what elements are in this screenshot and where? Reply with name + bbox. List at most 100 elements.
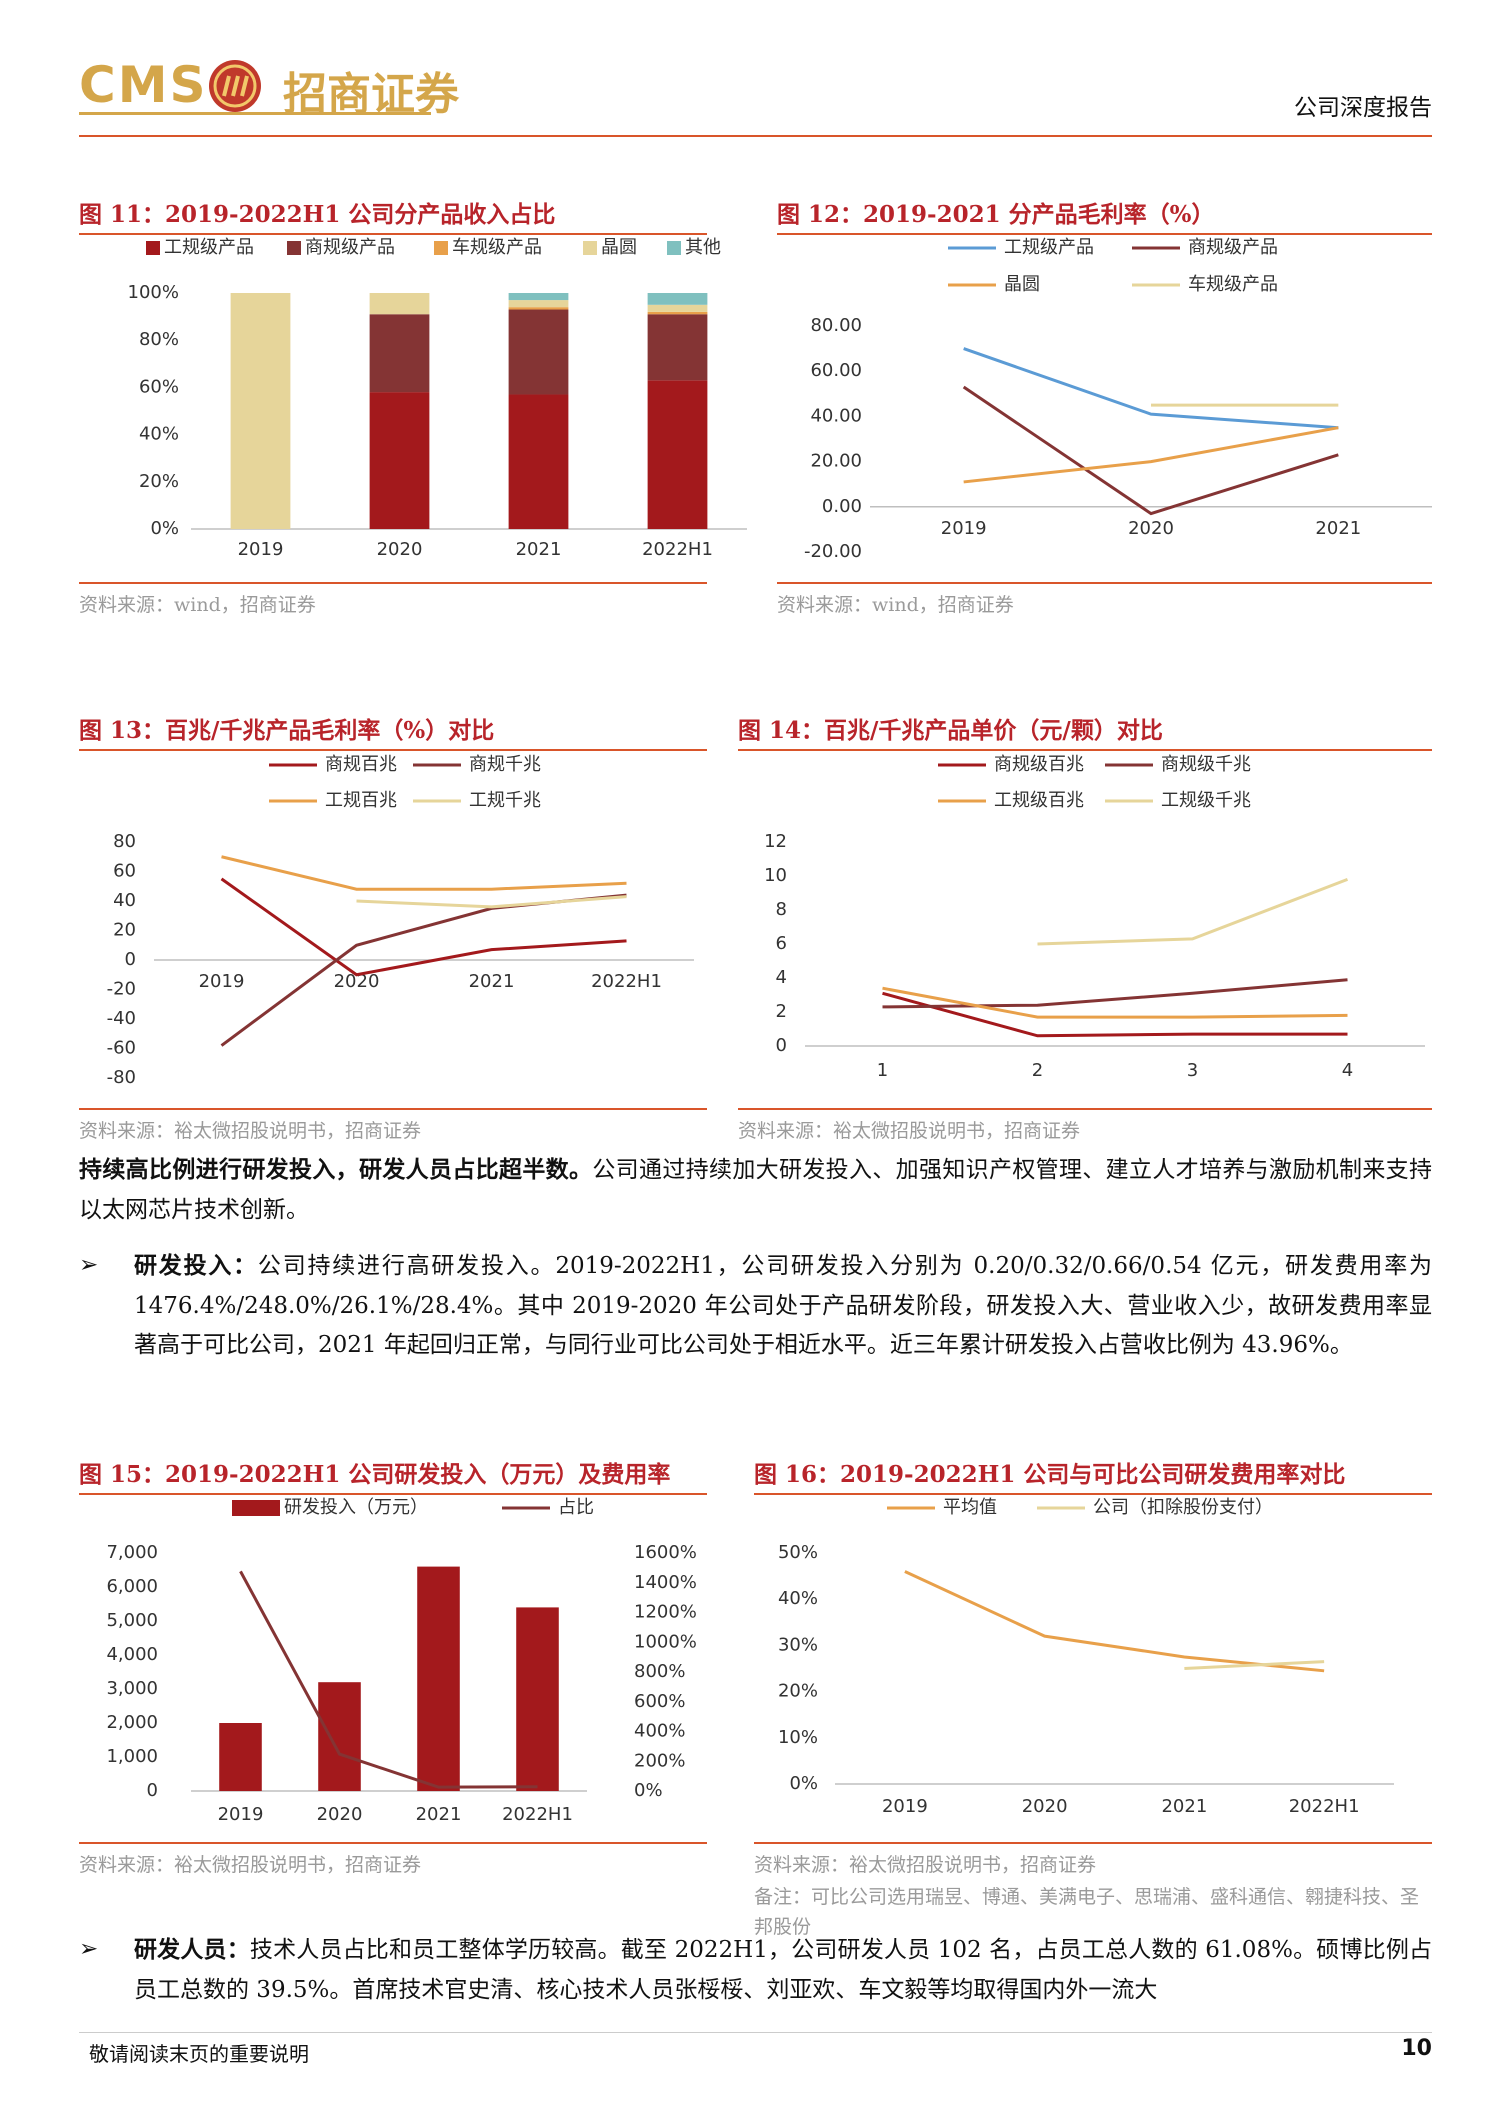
line — [882, 986, 1348, 1019]
bar — [508, 300, 569, 308]
x-tick-label: 2020 — [317, 1804, 363, 1825]
bar — [369, 392, 430, 529]
y-tick-label: 5,000 — [106, 1610, 158, 1631]
bar — [647, 311, 708, 315]
bar — [369, 314, 430, 393]
figure-title: 图 16：2019-2022H1 公司与可比公司研发费用率对比 — [754, 1455, 1432, 1495]
y-tick-label: 20% — [778, 1681, 818, 1702]
y2-tick-label: 600% — [634, 1691, 685, 1712]
legend-label: 工规级产品 — [164, 237, 254, 258]
legend-label: 工规级千兆 — [1161, 790, 1251, 811]
figure-title: 图 14：百兆/千兆产品单价（元/颗）对比 — [738, 711, 1432, 751]
bar — [508, 309, 569, 395]
legend-swatch — [146, 241, 160, 255]
y-tick-label: 2 — [776, 1001, 787, 1022]
y-tick-label: 2,000 — [106, 1712, 158, 1733]
y2-tick-label: 0% — [634, 1780, 663, 1801]
bullet: 研发投入：公司持续进行高研发投入。2019-2022H1，公司研发投入分别为 0… — [134, 1246, 1432, 1366]
x-tick-label: 2022H1 — [1289, 1796, 1360, 1817]
legend-label: 晶圆 — [1004, 274, 1040, 295]
figure-title: 图 11：2019-2022H1 公司分产品收入占比 — [79, 195, 707, 235]
line — [239, 1570, 538, 1789]
y-tick-label: 40% — [778, 1588, 818, 1609]
x-tick-label: 3 — [1187, 1060, 1198, 1081]
line — [356, 895, 627, 909]
figure-source: 资料来源：裕太微招股说明书，招商证券 — [738, 1108, 1432, 1143]
x-tick-label: 2019 — [199, 971, 245, 992]
line — [1184, 1660, 1325, 1670]
bullet-lead: 研发投入： — [134, 1252, 258, 1279]
bar — [647, 314, 708, 381]
figure-title: 图 15：2019-2022H1 公司研发投入（万元）及费用率 — [79, 1455, 707, 1495]
bullet-text: 公司持续进行高研发投入。2019-2022H1，公司研发投入分别为 0.20/0… — [134, 1253, 1432, 1358]
bar — [647, 293, 708, 305]
legend-label: 商规级产品 — [305, 237, 395, 258]
y-tick-label: 1,000 — [106, 1746, 158, 1767]
line — [963, 347, 1339, 430]
chart: -20.00 0.00 20.00 40.00 60.00 80.00 2019 2020 20… — [804, 237, 1432, 562]
y-tick-label: 80 — [113, 831, 136, 852]
y-tick-label: 0 — [125, 949, 136, 970]
y2-tick-label: 1200% — [634, 1602, 697, 1623]
y-tick-label: 6,000 — [106, 1576, 158, 1597]
bullet-marker: ➢ — [79, 1252, 99, 1278]
bar — [647, 380, 708, 529]
y-tick-label: 60.00 — [810, 360, 862, 381]
legend-swatch — [232, 1500, 280, 1516]
y-tick-label: 30% — [778, 1634, 818, 1655]
y-tick-label: -20 — [107, 979, 136, 1000]
y-tick-label: 12 — [764, 831, 787, 852]
legend-swatch — [583, 241, 597, 255]
legend-label: 占比 — [558, 1497, 594, 1518]
x-tick-label: 1 — [877, 1060, 888, 1081]
legend-label: 商规级产品 — [1188, 237, 1278, 258]
x-tick-label: 2019 — [238, 539, 284, 560]
y-tick-label: 40% — [139, 424, 179, 445]
x-tick-label: 2019 — [218, 1804, 264, 1825]
y-tick-label: 100% — [128, 282, 179, 303]
x-tick-label: 2019 — [941, 518, 987, 539]
bullet: 研发人员：技术人员占比和员工整体学历较高。截至 2022H1，公司研发人员 10… — [134, 1930, 1432, 2010]
y-tick-label: 0% — [789, 1773, 818, 1794]
bullet-lead: 研发人员： — [134, 1936, 250, 1963]
x-tick-label: 2021 — [1161, 1796, 1207, 1817]
line — [220, 877, 627, 977]
y2-tick-label: 400% — [634, 1721, 685, 1742]
logo-icon — [209, 60, 261, 112]
y-tick-label: 0 — [147, 1780, 158, 1801]
figure-source: 资料来源：裕太微招股说明书，招商证券 — [79, 1108, 707, 1143]
legend-label: 平均值 — [943, 1497, 997, 1518]
y-tick-label: 80% — [139, 329, 179, 350]
legend-label: 商规百兆 — [325, 754, 397, 775]
chart: 0% 10% 20% 30% 40% 50% 2019 2020 2021 2022H1 平均值 公司… — [778, 1497, 1394, 1817]
bar — [230, 293, 291, 529]
y-tick-label: 4,000 — [106, 1644, 158, 1665]
bar — [508, 293, 569, 301]
legend-label: 晶圆 — [601, 237, 637, 258]
legend-label: 工规级产品 — [1004, 237, 1094, 258]
y2-tick-label: 1600% — [634, 1542, 697, 1563]
legend-label: 工规百兆 — [325, 790, 397, 811]
line — [1037, 877, 1349, 946]
figure-title: 图 13：百兆/千兆产品毛利率（%）对比 — [79, 711, 707, 751]
y2-tick-label: 800% — [634, 1661, 685, 1682]
page-number: 10 — [1401, 2036, 1432, 2061]
bar — [508, 394, 569, 529]
y-tick-label: -80 — [107, 1067, 136, 1088]
y-tick-label: -20.00 — [804, 541, 862, 562]
line — [963, 426, 1339, 484]
chart: 0 1,000 2,000 3,000 4,000 5,000 6,000 7,000 0% 20… — [106, 1497, 697, 1825]
y-tick-label: 60% — [139, 376, 179, 397]
y-tick-label: -60 — [107, 1038, 136, 1059]
bar — [516, 1607, 559, 1791]
y2-tick-label: 1000% — [634, 1631, 697, 1652]
y-tick-label: 20 — [113, 920, 136, 941]
x-tick-label: 2022H1 — [502, 1804, 573, 1825]
bar — [647, 304, 708, 312]
y-tick-label: 10% — [778, 1727, 818, 1748]
report-type: 公司深度报告 — [1294, 95, 1432, 121]
y-tick-label: 0.00 — [822, 496, 862, 517]
chart: 0% 20% 40% 60% 80% 100% 2019 2020 2021 2022H1 工规级产… — [128, 237, 747, 560]
